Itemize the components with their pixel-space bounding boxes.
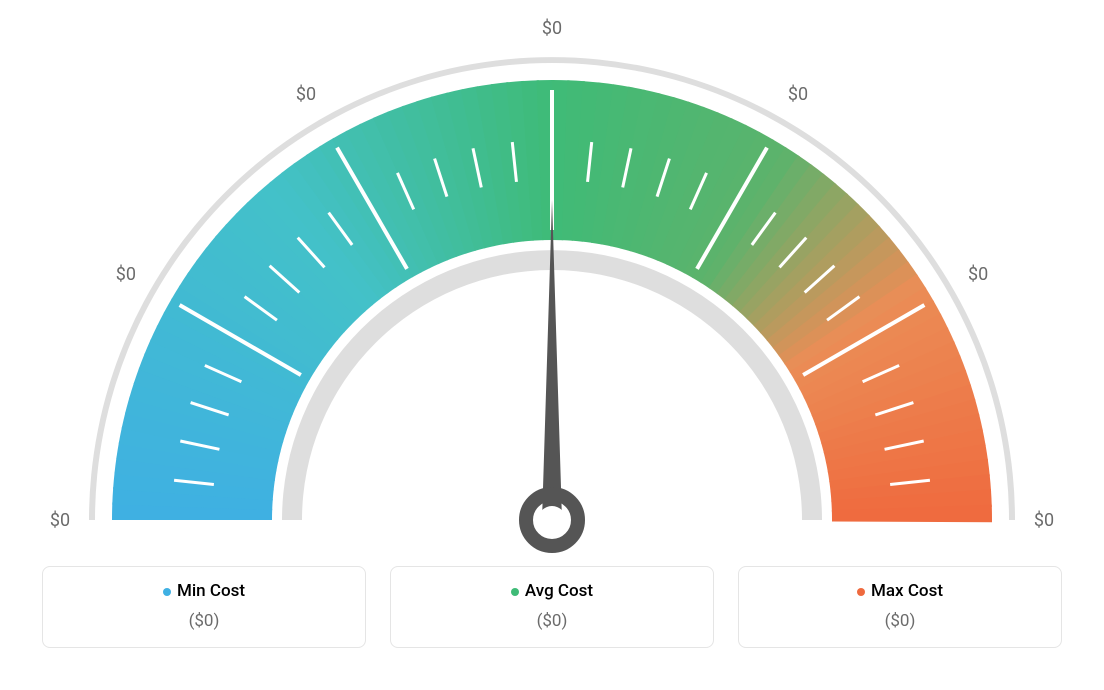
legend-label-min: Min Cost (177, 581, 245, 601)
svg-text:$0: $0 (50, 510, 70, 531)
legend-title-max: Max Cost (739, 581, 1061, 601)
svg-text:$0: $0 (542, 18, 562, 39)
legend-card-min: Min Cost ($0) (42, 566, 366, 648)
legend-card-avg: Avg Cost ($0) (390, 566, 714, 648)
svg-text:$0: $0 (116, 264, 136, 285)
legend-title-min: Min Cost (43, 581, 365, 601)
svg-text:$0: $0 (968, 264, 988, 285)
legend-row: Min Cost ($0) Avg Cost ($0) Max Cost ($0… (0, 566, 1104, 648)
legend-value-avg: ($0) (391, 611, 713, 631)
legend-label-avg: Avg Cost (525, 581, 593, 601)
legend-title-avg: Avg Cost (391, 581, 713, 601)
gauge-chart: $0 $0 $0 $0 $0 $0 $0 (0, 0, 1104, 560)
legend-value-max: ($0) (739, 611, 1061, 631)
legend-label-max: Max Cost (871, 581, 943, 601)
gauge-svg: $0 $0 $0 $0 $0 $0 $0 (0, 0, 1104, 560)
legend-dot-avg (511, 588, 519, 596)
legend-dot-min (163, 588, 171, 596)
svg-text:$0: $0 (788, 84, 808, 105)
legend-card-max: Max Cost ($0) (738, 566, 1062, 648)
svg-text:$0: $0 (296, 84, 316, 105)
legend-value-min: ($0) (43, 611, 365, 631)
svg-text:$0: $0 (1034, 510, 1054, 531)
legend-dot-max (857, 588, 865, 596)
